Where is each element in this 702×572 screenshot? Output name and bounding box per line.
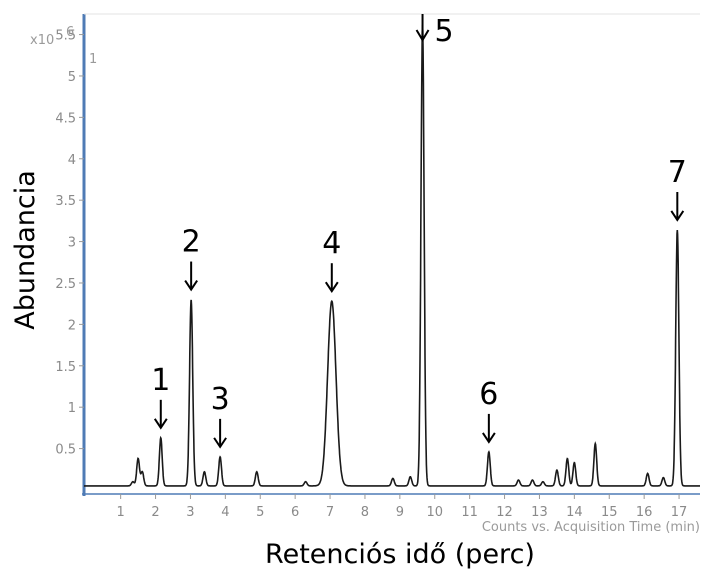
peak-annotation: 4 bbox=[322, 226, 341, 294]
x-tick-label: 2 bbox=[151, 505, 159, 520]
peak-annotations: 1 2 3 4 5 6 7 bbox=[151, 14, 687, 449]
x-tick-label: 6 bbox=[291, 505, 299, 520]
peak-number: 6 bbox=[479, 377, 498, 412]
y-tick-label: 2.5 bbox=[55, 277, 76, 292]
x-tick-label: 4 bbox=[221, 505, 229, 520]
x-axis-title: Retenciós idő (perc) bbox=[265, 539, 535, 570]
x-tick-label: 15 bbox=[601, 505, 618, 520]
y-tick-label: 4 bbox=[68, 153, 76, 168]
y-scale-label: x10 bbox=[30, 33, 54, 48]
x-tick-label: 7 bbox=[326, 505, 334, 520]
x-tick-label: 8 bbox=[361, 505, 369, 520]
y-tick-label: 1 bbox=[68, 401, 76, 416]
peak-arrowhead bbox=[184, 279, 198, 292]
y-tick-label: 0.5 bbox=[55, 443, 76, 458]
x-tick-label: 1 bbox=[117, 505, 125, 520]
y-tick-label: 1.5 bbox=[55, 360, 76, 375]
peak-number: 7 bbox=[668, 155, 687, 190]
x-tick-label: 11 bbox=[461, 505, 478, 520]
x-tick-label: 3 bbox=[186, 505, 194, 520]
peak-number: 2 bbox=[182, 225, 201, 260]
peak-number: 5 bbox=[435, 14, 454, 49]
chromatogram-trace bbox=[84, 24, 700, 487]
y-axis-ticks: 0.5 1 1.5 2 2.5 3 3.5 4 4.5 5 5.5 bbox=[55, 29, 84, 458]
peak-annotation: 1 bbox=[151, 363, 170, 430]
peak-arrowhead bbox=[415, 29, 430, 42]
x-tick-label: 9 bbox=[396, 505, 404, 520]
x-tick-label: 10 bbox=[426, 505, 443, 520]
y-scale-exponent: 6 bbox=[66, 25, 74, 40]
peak-arrowhead bbox=[153, 418, 168, 430]
y-tick-label: 4.5 bbox=[55, 111, 76, 126]
peak-arrowhead bbox=[324, 281, 339, 294]
y-tick-label: 2 bbox=[68, 318, 76, 333]
y-tick-label: 5.5 bbox=[55, 29, 76, 44]
y-tick-label: 5 bbox=[68, 70, 76, 85]
y-tick-label: 3.5 bbox=[55, 194, 76, 209]
x-tick-label: 14 bbox=[566, 505, 583, 520]
peak-annotation: 5 bbox=[415, 14, 454, 49]
x-axis-caption: Counts vs. Acquisition Time (min) bbox=[482, 520, 700, 535]
peak-number: 4 bbox=[322, 226, 341, 261]
x-tick-label: 12 bbox=[496, 505, 513, 520]
y-axis-title: Abundancia bbox=[10, 170, 41, 330]
peak-number: 1 bbox=[151, 363, 170, 398]
peak-annotation: 3 bbox=[211, 382, 230, 449]
peak-arrowhead bbox=[670, 210, 685, 222]
x-axis-ticks: 1 2 3 4 5 6 7 8 9 10 11 12 13 14 15 16 17 bbox=[117, 494, 688, 520]
x-tick-label: 16 bbox=[636, 505, 653, 520]
y-tick-label: 3 bbox=[68, 236, 76, 251]
panel-index: 1 bbox=[89, 52, 97, 67]
peak-number: 3 bbox=[211, 382, 230, 417]
peak-annotation: 7 bbox=[668, 155, 687, 222]
peak-arrowhead bbox=[482, 432, 496, 444]
peak-arrowhead bbox=[213, 437, 227, 449]
x-tick-label: 13 bbox=[531, 505, 548, 520]
x-tick-label: 17 bbox=[671, 505, 688, 520]
plot-frame bbox=[82, 13, 700, 496]
peak-annotation: 6 bbox=[479, 377, 498, 444]
x-tick-label: 5 bbox=[256, 505, 264, 520]
peak-annotation: 2 bbox=[182, 225, 201, 292]
